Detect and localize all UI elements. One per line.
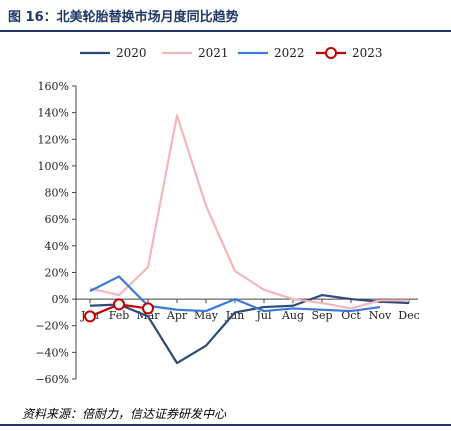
x-tick-label: Feb bbox=[109, 309, 130, 322]
y-tick-label: 120% bbox=[38, 133, 69, 146]
series-layer bbox=[84, 114, 410, 365]
legend-marker-2023 bbox=[325, 47, 337, 59]
series-2021 bbox=[89, 114, 409, 310]
source-note: 资料来源：倍耐力，信达证券研发中心 bbox=[22, 407, 227, 421]
y-tick-label: 80% bbox=[45, 187, 69, 200]
y-tick-label: −20% bbox=[35, 320, 69, 333]
y-tick-label: 60% bbox=[45, 213, 69, 226]
series-line-2020 bbox=[89, 293, 410, 365]
y-tick-label: 0% bbox=[52, 293, 69, 306]
x-tick-label: Dec bbox=[398, 309, 420, 322]
data-point-2023 bbox=[142, 302, 154, 315]
data-point-2023 bbox=[113, 298, 125, 311]
y-tick-label: 160% bbox=[38, 80, 69, 93]
series-2020 bbox=[89, 293, 410, 365]
y-tick-label: 100% bbox=[38, 160, 69, 173]
y-tick-label: 20% bbox=[45, 266, 69, 279]
legend-label-2020: 2020 bbox=[116, 46, 147, 60]
y-tick-label: 40% bbox=[45, 240, 69, 253]
y-tick-label: 140% bbox=[38, 107, 69, 120]
x-tick-label: Jul bbox=[255, 309, 271, 322]
x-tick-label: Aug bbox=[281, 309, 304, 322]
x-tick-label: May bbox=[194, 309, 219, 322]
figure-title: 图 16：北美轮胎替换市场月度同比趋势 bbox=[8, 10, 239, 25]
legend-item-2020: 2020 bbox=[80, 46, 147, 60]
x-tick-label: Nov bbox=[369, 309, 392, 322]
x-tick-label: Oct bbox=[341, 309, 361, 322]
line-chart: 2020 2021 2022 2023 −60% −40% −20% 0% 20% 40% 60%… bbox=[35, 46, 419, 386]
bottom-divider bbox=[0, 424, 451, 426]
x-tick-label: Sep bbox=[311, 309, 332, 322]
series-line-2022 bbox=[89, 275, 381, 313]
y-tick-label: −40% bbox=[35, 346, 69, 359]
legend-item-2021: 2021 bbox=[162, 46, 229, 60]
legend-label-2023: 2023 bbox=[352, 46, 383, 60]
legend-label-2022: 2022 bbox=[274, 46, 305, 60]
series-line-2021 bbox=[89, 114, 409, 310]
axes: −60% −40% −20% 0% 20% 40% 60% 80% 100% 120% 140% 16… bbox=[35, 80, 419, 386]
title-divider bbox=[0, 30, 451, 32]
series-2023 bbox=[84, 298, 154, 323]
data-point-2023 bbox=[84, 310, 96, 323]
x-tick-label: Apr bbox=[166, 309, 188, 322]
legend-label-2021: 2021 bbox=[198, 46, 229, 60]
legend: 2020 2021 2022 2023 bbox=[80, 46, 383, 60]
legend-item-2022: 2022 bbox=[238, 46, 305, 60]
y-tick-label: −60% bbox=[35, 373, 69, 386]
series-2022 bbox=[89, 275, 381, 313]
legend-item-2023: 2023 bbox=[316, 46, 383, 60]
